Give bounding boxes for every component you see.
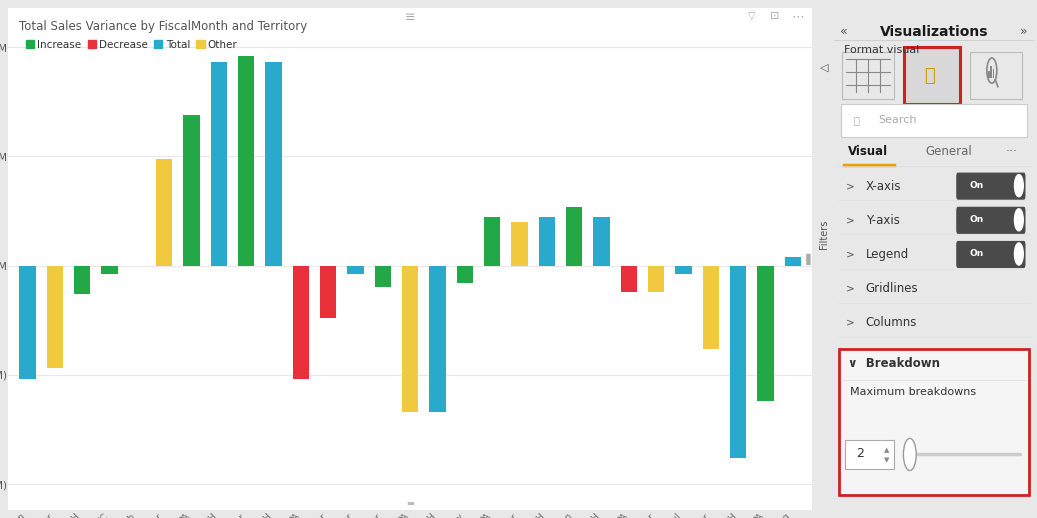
FancyBboxPatch shape — [970, 52, 1021, 99]
Bar — [785, 257, 801, 266]
Text: >: > — [846, 318, 854, 328]
Text: ▽: ▽ — [749, 11, 756, 21]
Text: X-axis: X-axis — [866, 180, 901, 193]
Bar — [648, 266, 665, 292]
Text: ⋯: ⋯ — [791, 11, 804, 24]
Bar — [730, 266, 747, 458]
Bar — [184, 115, 200, 266]
Bar — [102, 266, 117, 275]
Bar — [484, 218, 500, 266]
Text: >: > — [846, 181, 854, 191]
Bar — [74, 266, 90, 294]
Text: >: > — [846, 284, 854, 294]
Bar — [211, 62, 227, 266]
Text: 2: 2 — [856, 448, 864, 461]
Text: ▲: ▲ — [885, 447, 890, 453]
Bar — [47, 266, 63, 368]
Text: ▐: ▐ — [802, 253, 810, 265]
Circle shape — [903, 438, 917, 470]
Circle shape — [1014, 175, 1024, 197]
FancyBboxPatch shape — [845, 440, 894, 469]
Bar — [429, 266, 446, 412]
Bar — [675, 266, 692, 275]
Bar — [156, 159, 172, 266]
Text: Total Sales Variance by FiscalMonth and Territory: Total Sales Variance by FiscalMonth and … — [19, 20, 307, 33]
Text: ◁: ◁ — [820, 63, 829, 73]
Text: 🔍: 🔍 — [853, 115, 860, 125]
Bar — [320, 266, 336, 318]
Text: Columns: Columns — [866, 316, 917, 329]
Bar — [292, 266, 309, 379]
Bar — [992, 69, 993, 78]
Text: ▬: ▬ — [407, 499, 414, 508]
Bar — [703, 266, 719, 349]
FancyBboxPatch shape — [841, 104, 1027, 137]
Text: On: On — [970, 181, 984, 190]
Text: Search: Search — [877, 115, 917, 125]
Text: On: On — [970, 215, 984, 224]
Circle shape — [1014, 243, 1024, 265]
Text: Gridlines: Gridlines — [866, 282, 919, 295]
Bar — [265, 62, 282, 266]
Bar — [237, 56, 254, 266]
Bar — [20, 266, 35, 379]
Bar — [757, 266, 774, 401]
Circle shape — [1014, 209, 1024, 231]
Text: Maximum breakdowns: Maximum breakdowns — [849, 387, 976, 397]
Text: «: « — [840, 25, 847, 38]
Text: On: On — [970, 250, 984, 258]
Bar — [538, 218, 555, 266]
Bar — [620, 266, 637, 292]
Bar — [566, 207, 583, 266]
Bar — [347, 266, 364, 275]
Bar — [511, 222, 528, 266]
Text: ▼: ▼ — [885, 457, 890, 463]
Text: Filters: Filters — [819, 219, 830, 249]
Bar — [374, 266, 391, 287]
Text: >: > — [846, 250, 854, 260]
Text: General: General — [926, 146, 973, 159]
Text: ≡: ≡ — [404, 11, 416, 24]
Bar — [593, 218, 610, 266]
Text: Format visual: Format visual — [844, 46, 919, 55]
Text: 🖌: 🖌 — [924, 67, 935, 84]
Bar — [456, 266, 473, 283]
FancyBboxPatch shape — [956, 241, 1026, 268]
Text: ···: ··· — [1006, 146, 1018, 159]
Bar — [402, 266, 418, 412]
Text: >: > — [846, 215, 854, 225]
Text: Legend: Legend — [866, 248, 909, 261]
FancyBboxPatch shape — [956, 172, 1026, 200]
Text: Y-axis: Y-axis — [866, 214, 900, 227]
Bar — [990, 66, 991, 78]
FancyBboxPatch shape — [956, 207, 1026, 234]
Text: »: » — [1020, 25, 1028, 38]
Text: ⊡: ⊡ — [770, 11, 780, 21]
Text: Visualizations: Visualizations — [879, 25, 988, 39]
Legend: Increase, Decrease, Total, Other: Increase, Decrease, Total, Other — [22, 36, 242, 54]
FancyBboxPatch shape — [839, 350, 1029, 495]
FancyBboxPatch shape — [904, 47, 960, 105]
Text: Visual: Visual — [848, 146, 888, 159]
Bar — [988, 70, 989, 78]
Text: ∨  Breakdown: ∨ Breakdown — [848, 357, 940, 370]
FancyBboxPatch shape — [842, 52, 894, 99]
